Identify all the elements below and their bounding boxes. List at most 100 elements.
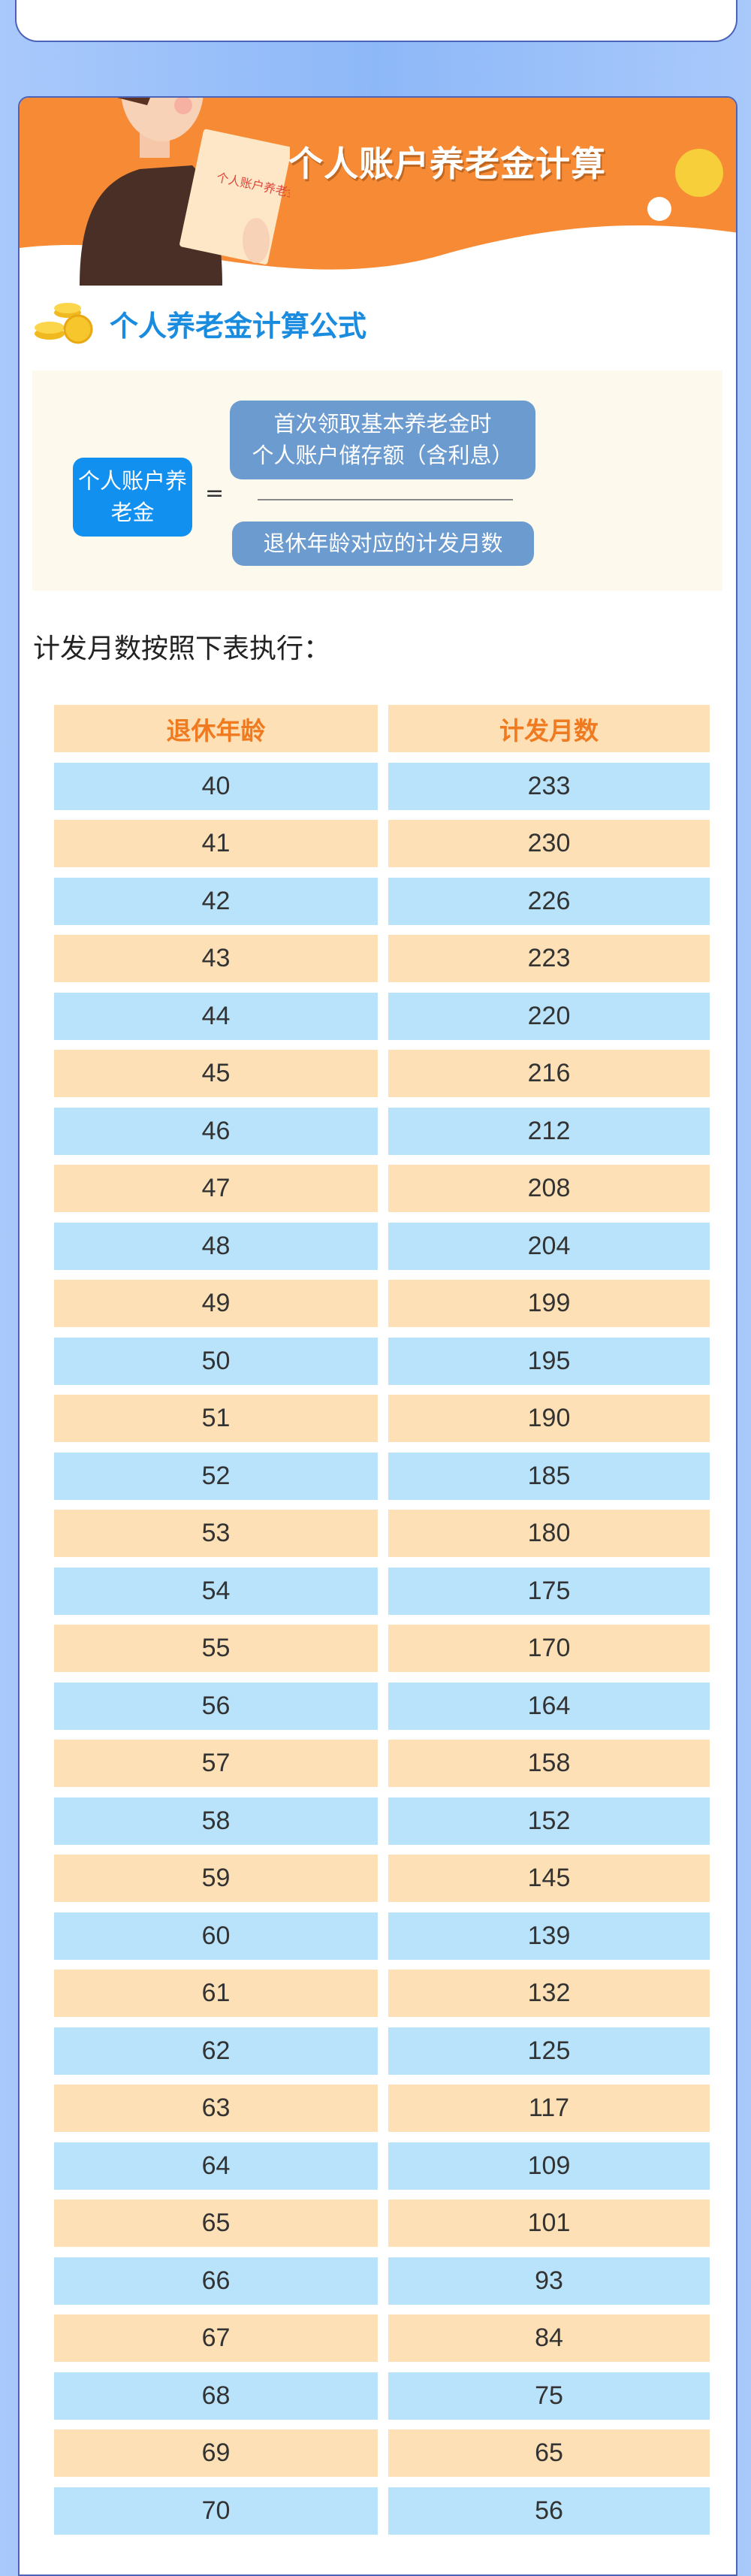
age-cell: 42 (54, 877, 378, 925)
age-cell: 48 (54, 1222, 378, 1270)
yellow-circle-decoration (675, 149, 723, 197)
table-row: 66 93 (54, 2257, 710, 2305)
table-row: 47 208 (54, 1165, 710, 1212)
banner-title: 个人账户养老金计算 (288, 144, 606, 184)
months-cell: 65 (388, 2429, 710, 2477)
age-cell: 46 (54, 1107, 378, 1155)
age-cell: 69 (54, 2429, 378, 2477)
numerator-line-1: 首次领取基本养老金时 (273, 411, 492, 437)
months-cell: 117 (388, 2085, 710, 2132)
age-cell: 66 (54, 2257, 378, 2305)
age-cell: 56 (54, 1682, 378, 1730)
age-cell: 67 (54, 2314, 378, 2362)
age-cell: 55 (54, 1625, 378, 1672)
table-row: 59 145 (54, 1855, 710, 1902)
months-cell: 223 (388, 935, 710, 982)
months-cell: 152 (388, 1797, 710, 1845)
table-row: 49 199 (54, 1280, 710, 1327)
months-cell: 132 (388, 1970, 710, 2017)
months-cell: 230 (388, 820, 710, 867)
table-row: 56 164 (54, 1682, 710, 1730)
months-cell: 175 (388, 1567, 710, 1615)
table-row: 58 152 (54, 1797, 710, 1845)
formula-box: 个人账户养老金 = 首次领取基本养老金时 个人账户储存额（含利息） 退休年龄对应… (32, 370, 722, 591)
table-row: 62 125 (54, 2027, 710, 2075)
section-heading: 个人养老金计算公式 (33, 302, 366, 344)
months-cell: 84 (388, 2314, 710, 2362)
table-row: 65 101 (54, 2200, 710, 2247)
pension-calc-card: 个人账户养老金 个人账户养老金计算 个人养老金计算公式 个人账户养老金 = 首次… (18, 96, 737, 2576)
months-cell: 139 (388, 1912, 710, 1960)
table-row: 44 220 (54, 992, 710, 1040)
months-cell: 158 (388, 1740, 710, 1787)
months-cell: 101 (388, 2200, 710, 2247)
age-cell: 59 (54, 1855, 378, 1902)
months-cell: 93 (388, 2257, 710, 2305)
table-row: 42 226 (54, 877, 710, 925)
section-title: 个人养老金计算公式 (110, 309, 367, 343)
months-cell: 164 (388, 1682, 710, 1730)
table-row: 67 84 (54, 2314, 710, 2362)
table-row: 64 109 (54, 2142, 710, 2190)
age-cell: 63 (54, 2085, 378, 2132)
months-cell: 170 (388, 1625, 710, 1672)
months-cell: 56 (388, 2487, 710, 2535)
age-cell: 40 (54, 762, 378, 810)
age-cell: 61 (54, 1970, 378, 2017)
months-cell: 75 (388, 2372, 710, 2420)
table-row: 61 132 (54, 1970, 710, 2017)
months-cell: 204 (388, 1222, 710, 1270)
months-cell: 195 (388, 1337, 710, 1385)
age-cell: 47 (54, 1165, 378, 1212)
months-cell: 125 (388, 2027, 710, 2075)
table-row: 40 233 (54, 762, 710, 810)
person-reading-illustration: 个人账户养老金 (80, 98, 290, 286)
equals-sign: = (205, 480, 225, 506)
age-cell: 54 (54, 1567, 378, 1615)
months-cell: 199 (388, 1280, 710, 1327)
payout-months-table: 退休年龄 计发月数 40 233 41 230 42 226 43 223 44 220 45 216… (54, 705, 710, 2544)
fraction-line (258, 499, 513, 500)
months-cell: 190 (388, 1395, 710, 1442)
table-row: 48 204 (54, 1222, 710, 1270)
coins-icon (35, 303, 93, 344)
months-cell: 208 (388, 1165, 710, 1212)
table-intro-text: 计发月数按照下表执行： (33, 633, 331, 664)
age-cell: 62 (54, 2027, 378, 2075)
age-cell: 52 (54, 1452, 378, 1500)
formula-numerator: 首次领取基本养老金时 个人账户储存额（含利息） (230, 401, 535, 479)
table-row: 41 230 (54, 820, 710, 867)
age-cell: 45 (54, 1050, 378, 1097)
table-row: 45 216 (54, 1050, 710, 1097)
table-row: 63 117 (54, 2085, 710, 2132)
months-cell: 145 (388, 1855, 710, 1902)
age-cell: 57 (54, 1740, 378, 1787)
table-row: 52 185 (54, 1452, 710, 1500)
age-cell: 68 (54, 2372, 378, 2420)
age-cell: 58 (54, 1797, 378, 1845)
age-cell: 41 (54, 820, 378, 867)
age-cell: 51 (54, 1395, 378, 1442)
formula-left-term: 个人账户养老金 (73, 458, 192, 537)
white-circle-decoration (647, 197, 671, 221)
table-row: 50 195 (54, 1337, 710, 1385)
age-cell: 43 (54, 935, 378, 982)
months-cell: 185 (388, 1452, 710, 1500)
table-header-row: 退休年龄 计发月数 (54, 705, 710, 752)
table-row: 51 190 (54, 1395, 710, 1442)
age-cell: 64 (54, 2142, 378, 2190)
table-row: 43 223 (54, 935, 710, 982)
table-row: 60 139 (54, 1912, 710, 1960)
months-cell: 180 (388, 1510, 710, 1557)
age-cell: 65 (54, 2200, 378, 2247)
header-retirement-age: 退休年龄 (54, 705, 378, 752)
months-cell: 220 (388, 992, 710, 1040)
age-cell: 53 (54, 1510, 378, 1557)
months-cell: 109 (388, 2142, 710, 2190)
age-cell: 49 (54, 1280, 378, 1327)
header-payout-months: 计发月数 (388, 705, 710, 752)
table-row: 46 212 (54, 1107, 710, 1155)
months-cell: 216 (388, 1050, 710, 1097)
formula-denominator: 退休年龄对应的计发月数 (232, 522, 534, 566)
months-cell: 212 (388, 1107, 710, 1155)
